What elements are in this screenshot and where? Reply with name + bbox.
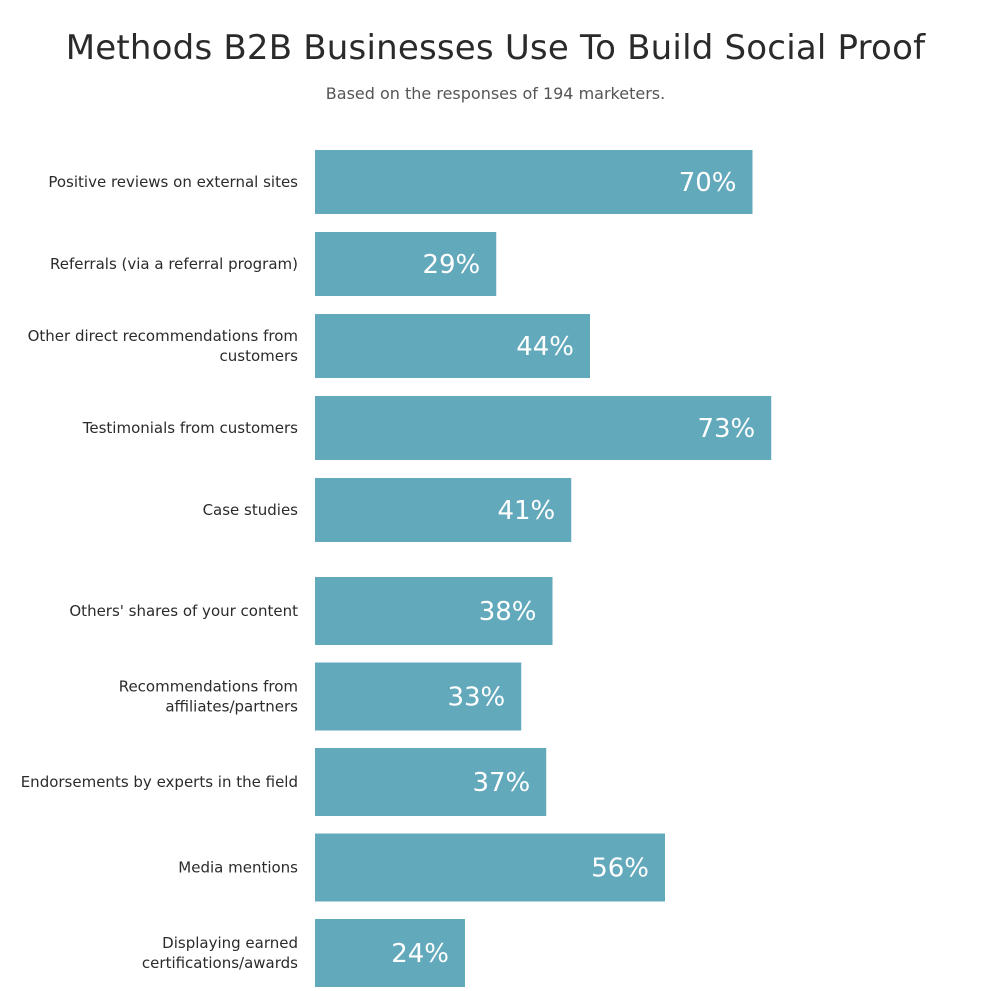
value-label-5: 38%	[479, 597, 537, 627]
bar-3	[315, 396, 772, 460]
category-label-8: Media mentions	[178, 859, 298, 877]
category-label-5: Others' shares of your content	[69, 602, 298, 620]
bar-6	[315, 662, 522, 731]
value-label-7: 37%	[472, 768, 530, 798]
bar-2	[315, 314, 590, 378]
category-label-7: Endorsements by experts in the field	[21, 773, 298, 791]
category-label-6: Recommendations from affiliates/partners	[119, 678, 298, 716]
value-label-6: 33%	[447, 683, 505, 713]
value-label-2: 44%	[516, 332, 574, 362]
category-label-1: Referrals (via a referral program)	[50, 255, 298, 273]
value-label-4: 41%	[497, 496, 555, 526]
value-label-8: 56%	[591, 854, 649, 884]
bar-0	[315, 150, 753, 214]
bar-7	[315, 748, 547, 816]
category-label-4: Case studies	[203, 501, 299, 519]
category-label-9: Displaying earned certifications/awards	[142, 934, 298, 972]
category-label-2: Other direct recommendations from custome…	[28, 327, 299, 365]
category-label-0: Positive reviews on external sites	[48, 173, 298, 191]
category-label-3: Testimonials from customers	[82, 419, 298, 437]
bar-8	[315, 833, 665, 902]
bar-9	[315, 919, 465, 987]
value-label-3: 73%	[697, 414, 755, 444]
bar-4	[315, 478, 572, 542]
bar-1	[315, 232, 497, 296]
bar-5	[315, 577, 553, 645]
value-label-1: 29%	[422, 250, 480, 280]
value-label-0: 70%	[679, 168, 737, 198]
chart-subtitle: Based on the responses of 194 marketers.	[325, 84, 666, 103]
chart-title: Methods B2B Businesses Use To Build Soci…	[65, 28, 926, 68]
value-label-9: 24%	[391, 939, 449, 969]
